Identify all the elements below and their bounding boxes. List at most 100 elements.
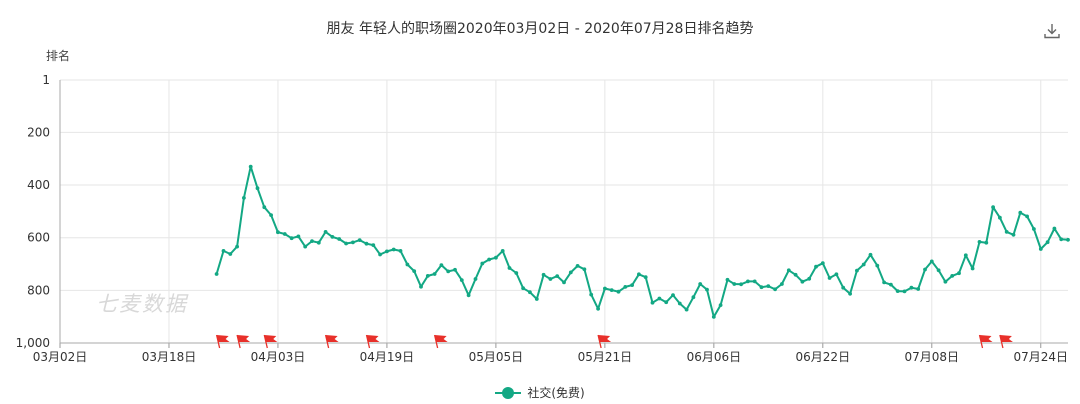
data-point <box>507 266 512 270</box>
data-point <box>909 285 914 290</box>
y-tick-label: 400 <box>27 178 50 192</box>
data-point <box>276 230 280 235</box>
flag-marker[interactable] <box>433 334 448 349</box>
data-point <box>861 262 866 267</box>
data-point <box>568 270 573 275</box>
data-point <box>262 205 267 210</box>
data-point <box>398 249 403 253</box>
y-tick-label: 800 <box>27 283 50 297</box>
data-point <box>487 257 491 262</box>
data-point <box>943 279 948 284</box>
data-point <box>875 263 880 268</box>
data-point <box>739 282 743 287</box>
data-point <box>603 286 607 291</box>
data-point <box>344 241 348 246</box>
legend-item-series[interactable]: 社交(免费) <box>495 384 585 401</box>
data-point <box>616 289 621 294</box>
data-point <box>800 279 805 284</box>
y-tick-label: 1 <box>42 73 50 87</box>
data-point <box>855 268 859 273</box>
data-point <box>514 271 519 275</box>
x-tick-label: 04月03日 <box>251 350 306 364</box>
data-point <box>725 277 730 282</box>
x-tick-label: 03月02日 <box>33 350 88 364</box>
data-point <box>214 272 219 276</box>
data-point <box>916 287 921 291</box>
data-point <box>807 276 812 281</box>
data-point <box>868 252 873 257</box>
data-point <box>630 283 634 287</box>
data-point <box>235 244 240 249</box>
data-point <box>623 285 628 289</box>
data-point <box>548 277 553 281</box>
data-point <box>732 282 737 286</box>
data-point <box>1011 232 1016 237</box>
data-point <box>446 269 451 274</box>
flag-marker[interactable] <box>597 334 612 349</box>
data-point <box>494 255 498 260</box>
data-point <box>337 237 342 241</box>
flag-marker[interactable] <box>263 334 278 349</box>
data-point <box>459 278 464 282</box>
data-point <box>957 271 961 276</box>
legend-swatch <box>495 386 522 399</box>
watermark: 七麦数据 <box>96 292 188 316</box>
data-point <box>773 287 777 292</box>
data-point <box>1038 247 1043 251</box>
data-point <box>534 297 539 301</box>
data-point <box>248 164 253 169</box>
data-point <box>432 272 437 276</box>
data-point <box>684 307 689 312</box>
data-point <box>371 243 376 248</box>
legend-label: 社交(免费) <box>527 386 585 400</box>
flag-marker[interactable] <box>236 334 251 349</box>
data-point <box>664 300 669 305</box>
data-point <box>848 291 852 296</box>
data-point <box>521 286 525 291</box>
data-point <box>596 306 600 311</box>
data-point <box>500 249 505 253</box>
data-point <box>555 274 560 278</box>
data-point <box>752 279 757 284</box>
data-point <box>310 239 314 244</box>
data-point <box>963 253 968 258</box>
data-point <box>425 274 430 278</box>
data-point <box>889 282 893 287</box>
x-tick-label: 05月05日 <box>469 350 524 364</box>
data-point <box>827 276 832 280</box>
data-point <box>820 261 825 266</box>
data-point <box>351 240 355 245</box>
data-point <box>364 241 369 246</box>
data-point <box>357 238 362 243</box>
y-tick-label: 600 <box>27 231 50 245</box>
data-point <box>242 196 246 200</box>
series-line <box>215 165 1069 318</box>
data-point <box>589 292 594 297</box>
x-tick-label: 07月08日 <box>905 350 960 364</box>
data-point <box>671 293 675 297</box>
data-point <box>998 215 1002 220</box>
download-icon[interactable] <box>1043 22 1061 40</box>
data-point <box>221 249 226 253</box>
x-tick-label: 06月06日 <box>687 350 742 364</box>
data-point <box>269 213 273 218</box>
data-point <box>984 240 989 245</box>
flag-marker[interactable] <box>978 334 993 349</box>
x-tick-label: 04月19日 <box>360 350 415 364</box>
flag-marker[interactable] <box>365 334 380 349</box>
flag-marker[interactable] <box>215 334 230 349</box>
flag-marker[interactable] <box>324 334 339 349</box>
data-point <box>991 205 995 210</box>
flag-marker[interactable] <box>999 334 1013 349</box>
data-point <box>1004 230 1009 234</box>
data-point <box>793 272 798 277</box>
data-point <box>657 296 662 301</box>
data-point <box>766 284 771 288</box>
data-point <box>643 275 648 280</box>
data-point <box>882 280 886 285</box>
data-point <box>1059 237 1064 242</box>
y-tick-label: 200 <box>27 125 50 139</box>
data-point <box>677 301 682 306</box>
data-point <box>970 266 975 271</box>
data-point <box>466 293 471 298</box>
